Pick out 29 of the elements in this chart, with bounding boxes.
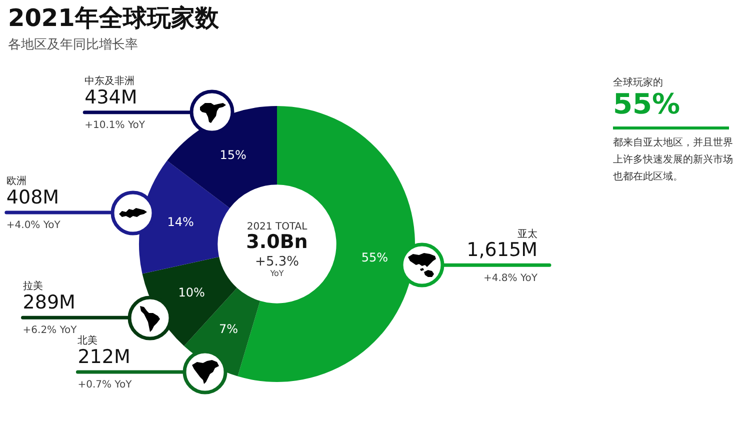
text: +4.0% YoY (6, 220, 60, 232)
text: +5.3% (255, 254, 299, 270)
chart-subtitle: 各地区及年同比增长率 (8, 36, 138, 52)
slice-label: 拉美 (22, 280, 43, 292)
text: +10.1% YoY (84, 120, 145, 131)
text: 15% (220, 148, 246, 162)
slice-label: 欧洲 (6, 175, 26, 188)
data-label: 408M (6, 186, 60, 208)
data-label: 1,615M (466, 239, 538, 262)
text: 2021 TOTAL (246, 222, 308, 233)
text: YoY (269, 269, 284, 278)
data-label: 289M (22, 292, 76, 314)
slice-label: 亚太 (517, 228, 538, 240)
text: 7% (218, 322, 238, 336)
text: +0.7% YoY (78, 380, 132, 391)
text: 全球玩家的 (613, 76, 663, 89)
text: 都来自亚太地区，并且世界上许多快速发展的新兴市场也都在此区域。 (613, 136, 733, 183)
data-label: 434M (84, 86, 138, 108)
text: +4.8% YoY (483, 272, 538, 284)
slice-label: 中东及非洲 (84, 74, 135, 87)
text: +6.2% YoY (22, 325, 77, 336)
text: 3.0Bn (246, 230, 308, 253)
slice-label: 北美 (78, 334, 98, 347)
text: 10% (178, 286, 205, 300)
chart-title: 2021年全球玩家数 (8, 4, 220, 32)
text: 14% (167, 215, 194, 230)
text: 55% (361, 250, 388, 264)
text: 55% (613, 87, 680, 120)
data-label: 212M (78, 346, 130, 368)
